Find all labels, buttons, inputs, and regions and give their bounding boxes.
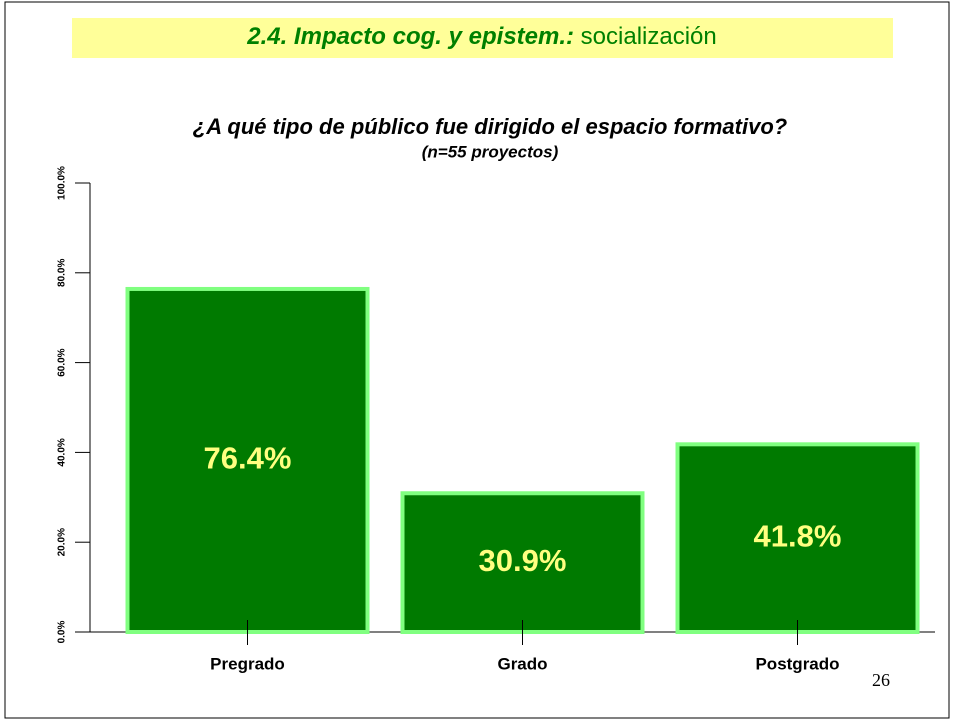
chart-title: ¿A qué tipo de público fue dirigido el e… xyxy=(193,114,787,139)
y-tick-label: 20.0% xyxy=(57,528,68,556)
value-label: 76.4% xyxy=(204,441,292,476)
x-tick-label: Pregrado xyxy=(210,654,285,673)
header-box xyxy=(72,18,893,58)
y-tick-label: 80.0% xyxy=(57,259,68,287)
chart-subtitle: (n=55 proyectos) xyxy=(422,142,559,161)
header: 2.4. Impacto cog. y epistem.: socializac… xyxy=(246,23,717,50)
header-subtitle: socialización xyxy=(581,23,717,50)
y-tick-label: 100.0% xyxy=(57,166,68,200)
page-number: 26 xyxy=(872,670,890,690)
y-tick-label: 60.0% xyxy=(57,348,68,376)
value-label: 30.9% xyxy=(479,543,567,578)
y-tick-label: 40.0% xyxy=(57,438,68,466)
value-label: 41.8% xyxy=(754,518,842,553)
bar xyxy=(125,286,370,634)
x-tick-label: Grado xyxy=(497,654,547,673)
y-tick-label: 0.0% xyxy=(57,620,68,643)
header-title: 2.4. Impacto cog. y epistem.: xyxy=(246,23,574,50)
x-tick-label: Postgrado xyxy=(755,654,839,673)
